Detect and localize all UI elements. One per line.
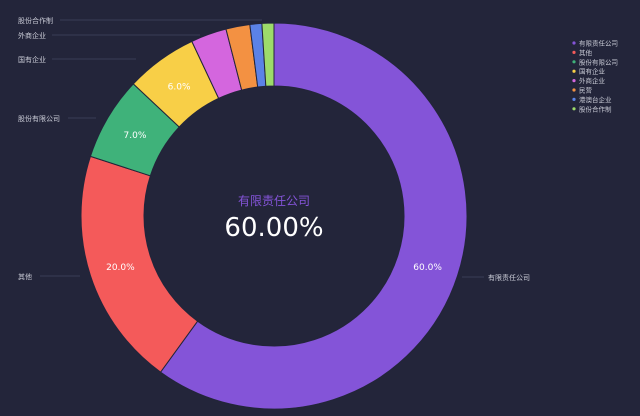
center-value-label: 60.00% [224,213,323,243]
legend-marker-0 [572,41,576,45]
legend-marker-3 [572,69,576,73]
outside-label-4: 外商企业 [18,31,46,40]
donut-slice-7[interactable] [261,22,275,87]
legend-item-2[interactable]: 股份有限公司 [572,57,618,66]
outside-label-3: 国有企业 [18,55,46,64]
slice-value-label-2: 7.0% [124,131,147,141]
legend-marker-6 [572,97,576,101]
legend-item-4[interactable]: 外商企业 [572,76,606,85]
center-label: 有限责任公司 60.00% [224,194,323,243]
legend-item-3[interactable]: 国有企业 [572,67,606,76]
legend-marker-2 [572,60,576,64]
legend-item-6[interactable]: 港澳台企业 [572,95,612,104]
slices-layer [80,22,468,410]
center-category-label: 有限责任公司 [238,194,310,208]
outside-label-1: 其他 [18,272,32,281]
leader-lines [40,19,484,278]
legend-item-0[interactable]: 有限责任公司 [572,39,618,48]
legend-label-4: 外商企业 [579,76,606,85]
legend-label-0: 有限责任公司 [579,39,618,48]
legend-label-7: 股份合作制 [579,104,612,113]
legend-label-2: 股份有限公司 [579,57,618,66]
legend-marker-7 [572,107,576,111]
slice-value-label-3: 6.0% [168,82,191,92]
legend-item-7[interactable]: 股份合作制 [572,104,612,113]
legend-label-5: 民营 [579,86,593,95]
outside-label-0: 有限责任公司 [488,273,530,282]
outside-label-5: 股份合作制 [18,16,53,25]
legend-item-1[interactable]: 其他 [572,48,593,57]
legend-label-3: 国有企业 [579,67,606,76]
legend-label-6: 港澳台企业 [579,95,612,104]
donut-slice-0[interactable] [159,22,468,410]
slice-value-label-1: 20.0% [106,263,135,273]
legend-item-5[interactable]: 民营 [572,86,593,95]
legend-marker-1 [572,50,576,55]
legend-label-1: 其他 [579,48,593,57]
legend-marker-4 [572,79,576,83]
slice-value-label-0: 60.0% [413,263,442,273]
legend-marker-5 [572,88,576,92]
slice-labels: 60.0% 20.0% 7.0% 6.0% [106,82,442,273]
donut-slice-1[interactable] [80,155,199,373]
outside-label-2: 股份有限公司 [18,114,60,123]
